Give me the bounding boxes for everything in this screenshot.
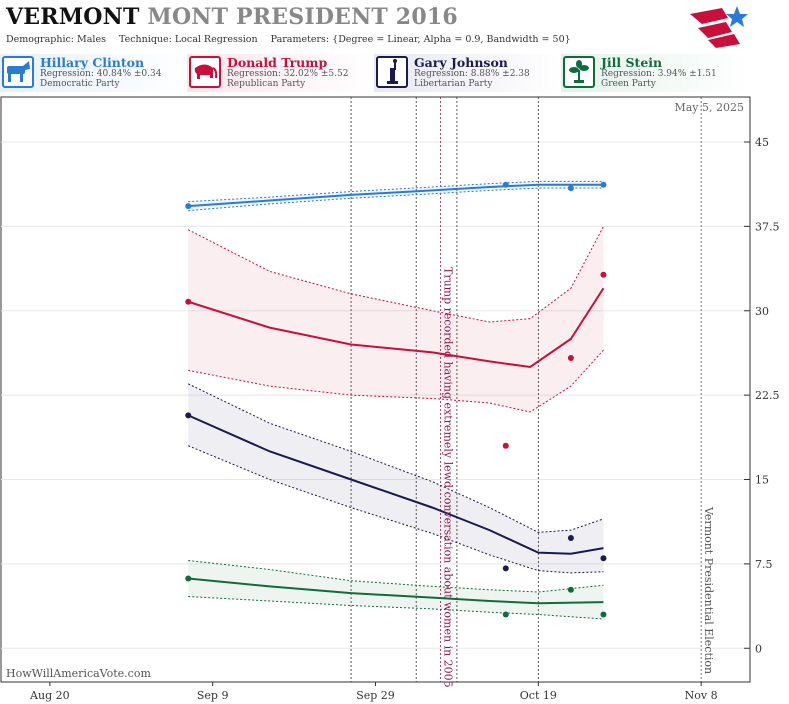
lower-bound-line bbox=[188, 596, 604, 620]
upper-bound-line bbox=[188, 180, 604, 203]
poll-point bbox=[600, 271, 607, 278]
legend-name: Gary Johnson bbox=[414, 55, 508, 70]
poll-point bbox=[185, 203, 192, 210]
poll-point bbox=[502, 442, 509, 449]
poll-point bbox=[185, 412, 192, 419]
legend-item-stein[interactable]: Jill Stein Regression: 3.94% ±1.51 Green… bbox=[561, 54, 748, 92]
legend-party: Libertarian Party bbox=[414, 79, 493, 89]
star-flag-logo-icon[interactable] bbox=[688, 4, 748, 50]
date-label: May 5, 2025 bbox=[674, 101, 744, 114]
legend-party: Republican Party bbox=[227, 79, 306, 89]
poll-point bbox=[185, 575, 192, 582]
upper-bound-line bbox=[188, 226, 604, 323]
y-tick-label: 7.5 bbox=[755, 558, 773, 571]
confidence-band bbox=[188, 560, 604, 619]
poll-point bbox=[502, 181, 509, 188]
poll-point bbox=[567, 355, 574, 361]
x-tick-label: Nov 8 bbox=[685, 689, 718, 702]
poll-point bbox=[185, 298, 192, 305]
y-tick-label: 15 bbox=[755, 474, 769, 487]
y-tick-label: 22.5 bbox=[755, 389, 780, 402]
legend-regression: Regression: 40.84% ±0.34 bbox=[40, 69, 162, 79]
poll-point bbox=[567, 535, 574, 541]
annotation-label: Trump recorded having extremely lewd con… bbox=[442, 267, 455, 688]
elephant-icon bbox=[189, 56, 221, 88]
page-title: VERMONT MONT PRESIDENT 2016 bbox=[6, 4, 458, 30]
confidence-band bbox=[188, 383, 604, 573]
legend-regression: Regression: 32.02% ±5.52 bbox=[227, 69, 349, 79]
poll-point bbox=[600, 611, 607, 618]
title-rest: MONT PRESIDENT 2016 bbox=[147, 4, 458, 30]
series-line bbox=[187, 414, 604, 555]
x-tick-label: Aug 20 bbox=[29, 689, 70, 702]
legend-item-trump[interactable]: Donald Trump Regression: 32.02% ±5.52 Re… bbox=[187, 54, 374, 92]
legend-regression: Regression: 8.88% ±2.38 bbox=[414, 69, 530, 79]
poll-point bbox=[567, 185, 574, 192]
technique-label: Technique: Local Regression bbox=[119, 34, 258, 45]
poll-point bbox=[567, 586, 574, 593]
watermark: HowWillAmericaVote.com bbox=[6, 667, 151, 680]
x-tick-label: Sep 9 bbox=[197, 689, 229, 702]
y-tick-label: 37.5 bbox=[755, 220, 780, 233]
legend-name: Donald Trump bbox=[227, 55, 328, 70]
lower-bound-line bbox=[188, 349, 604, 413]
x-tick-label: Sep 29 bbox=[356, 689, 395, 702]
donkey-icon bbox=[2, 56, 34, 88]
upper-bound-line bbox=[188, 383, 604, 533]
confidence-band bbox=[188, 226, 604, 412]
series-line bbox=[187, 287, 605, 369]
series-line bbox=[188, 577, 604, 605]
legend-name: Hillary Clinton bbox=[40, 55, 145, 70]
candidate-legend: Hillary Clinton Regression: 40.84% ±0.34… bbox=[0, 54, 789, 94]
legend-item-johnson[interactable]: Gary Johnson Regression: 8.88% ±2.38 Lib… bbox=[374, 54, 561, 92]
upper-bound-line bbox=[188, 560, 604, 593]
y-tick-label: 30 bbox=[755, 305, 769, 318]
parameters-line: Demographic: Males Technique: Local Regr… bbox=[6, 34, 581, 45]
poll-point bbox=[502, 611, 509, 618]
parameters-label: Parameters: {Degree = Linear, Alpha = 0.… bbox=[270, 34, 571, 45]
poll-point bbox=[600, 555, 607, 562]
y-tick-label: 45 bbox=[755, 136, 769, 149]
title-state: VERMONT bbox=[6, 4, 140, 30]
header: VERMONT MONT PRESIDENT 2016 Demographic:… bbox=[0, 0, 789, 54]
legend-party: Green Party bbox=[601, 79, 656, 89]
y-tick-label: 0 bbox=[755, 642, 762, 655]
x-tick-label: Oct 19 bbox=[520, 689, 557, 702]
annotation-label: Vermont Presidential Election bbox=[702, 506, 715, 674]
poll-point bbox=[502, 565, 509, 572]
plant-icon bbox=[563, 56, 595, 88]
confidence-band bbox=[188, 181, 604, 211]
series-line bbox=[188, 183, 604, 208]
statue-of-liberty-icon bbox=[376, 56, 408, 88]
legend-item-clinton[interactable]: Hillary Clinton Regression: 40.84% ±0.34… bbox=[0, 54, 187, 92]
legend-regression: Regression: 3.94% ±1.51 bbox=[601, 69, 717, 79]
legend-party: Democratic Party bbox=[40, 79, 120, 89]
lower-bound-line bbox=[188, 187, 604, 212]
poll-point bbox=[600, 181, 607, 188]
demographic-label: Demographic: Males bbox=[6, 34, 106, 45]
legend-name: Jill Stein bbox=[601, 55, 663, 70]
